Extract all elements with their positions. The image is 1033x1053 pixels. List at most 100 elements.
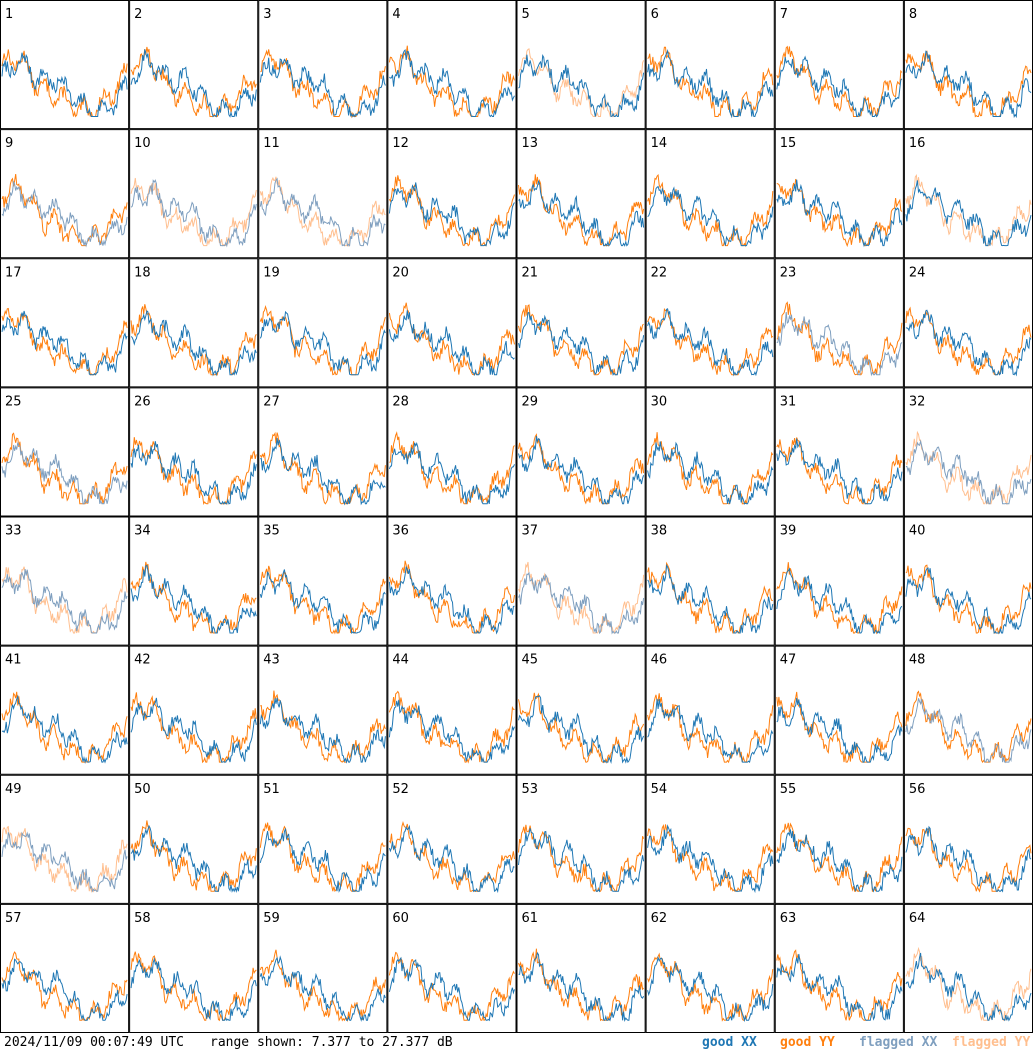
panel-60: 60 (387, 903, 517, 1033)
panel-label: 7 (780, 7, 788, 22)
series-yy-38 (647, 561, 773, 634)
panel-21: 21 (516, 258, 646, 388)
series-xx-58 (130, 957, 257, 1022)
series-xx-41 (1, 694, 128, 765)
series-xx-29 (518, 436, 645, 505)
panel-label: 30 (651, 394, 668, 409)
panel-label: 20 (392, 265, 409, 280)
series-xx-57 (1, 958, 128, 1021)
panel-54: 54 (645, 774, 775, 904)
panel-label: 24 (909, 265, 926, 280)
series-xx-38 (647, 563, 774, 634)
series-yy-30 (647, 432, 774, 505)
panel-2: 2 (129, 0, 259, 130)
panel-label: 14 (651, 136, 668, 151)
panel-label: 5 (522, 7, 530, 22)
series-yy-6 (647, 46, 774, 117)
footer: 2024/11/09 00:07:49 UTC range shown: 7.3… (0, 1033, 1033, 1053)
panel-label: 25 (5, 394, 22, 409)
series-xx-18 (130, 310, 257, 377)
panel-1: 1 (0, 0, 130, 130)
panel-label: 41 (5, 653, 22, 668)
series-yy-26 (130, 437, 257, 506)
series-yy-40 (905, 564, 1032, 635)
panel-frame (129, 129, 259, 259)
panel-41: 41 (0, 645, 130, 775)
panel-label: 40 (909, 524, 926, 539)
panel-label: 29 (522, 394, 539, 409)
panel-label: 27 (263, 394, 280, 409)
series-yy-10 (130, 177, 257, 247)
panel-frame (516, 0, 646, 130)
panel-6: 6 (645, 0, 775, 130)
series-xx-4 (389, 49, 515, 118)
panel-label: 18 (134, 265, 151, 280)
panel-28: 28 (387, 387, 517, 517)
series-xx-26 (130, 441, 257, 505)
series-yy-53 (518, 824, 645, 892)
panel-10: 10 (129, 129, 259, 259)
panel-label: 31 (780, 394, 797, 409)
panel-label: 53 (522, 782, 539, 797)
panel-frame (258, 516, 388, 646)
legend-flagged-yy: flagged YY (952, 1035, 1031, 1050)
series-yy-11 (259, 176, 386, 248)
panel-14: 14 (645, 129, 775, 259)
series-yy-33 (1, 566, 128, 634)
series-yy-31 (776, 437, 903, 505)
series-xx-25 (1, 442, 128, 505)
series-xx-11 (259, 177, 386, 247)
panel-label: 46 (651, 653, 668, 668)
panel-frame (0, 0, 130, 130)
series-xx-63 (776, 953, 903, 1021)
series-yy-41 (1, 691, 128, 763)
series-yy-45 (518, 692, 645, 764)
panel-label: 63 (780, 911, 797, 926)
panel-frame (516, 258, 646, 388)
series-xx-1 (1, 52, 128, 117)
series-yy-52 (388, 821, 515, 892)
panel-label: 49 (5, 782, 22, 797)
series-xx-5 (518, 54, 645, 118)
panel-label: 23 (780, 265, 797, 280)
series-xx-62 (647, 955, 774, 1023)
panel-frame (0, 516, 130, 646)
panel-53: 53 (516, 774, 646, 904)
panel-label: 8 (909, 7, 917, 22)
panel-label: 21 (522, 265, 539, 280)
series-xx-60 (388, 956, 515, 1022)
series-xx-31 (776, 438, 903, 505)
series-xx-9 (1, 180, 128, 248)
panel-label: 61 (522, 911, 539, 926)
panel-label: 54 (651, 782, 668, 797)
series-xx-15 (776, 179, 903, 248)
series-xx-64 (905, 952, 1032, 1022)
series-yy-64 (905, 946, 1032, 1022)
panel-8: 8 (903, 0, 1033, 130)
panel-label: 34 (134, 524, 151, 539)
series-xx-14 (647, 185, 774, 247)
panel-label: 45 (522, 653, 539, 668)
series-xx-47 (776, 697, 903, 763)
series-xx-43 (259, 697, 386, 764)
panel-label: 1 (5, 7, 13, 22)
panel-30: 30 (645, 387, 775, 517)
panel-label: 2 (134, 7, 142, 22)
panel-frame (774, 645, 904, 775)
panel-label: 22 (651, 265, 668, 280)
series-yy-57 (1, 951, 128, 1021)
series-yy-19 (259, 304, 386, 376)
panel-frame (516, 129, 646, 259)
series-xx-3 (259, 57, 386, 118)
series-yy-63 (776, 949, 903, 1021)
panel-52: 52 (387, 774, 517, 904)
panel-frame (645, 0, 775, 130)
series-xx-32 (905, 439, 1032, 505)
panel-label: 17 (5, 265, 22, 280)
legend-good-xx: good XX (702, 1035, 757, 1050)
series-xx-45 (518, 695, 645, 765)
panel-27: 27 (258, 387, 388, 517)
panel-label: 19 (263, 265, 280, 280)
panel-label: 11 (263, 136, 280, 151)
